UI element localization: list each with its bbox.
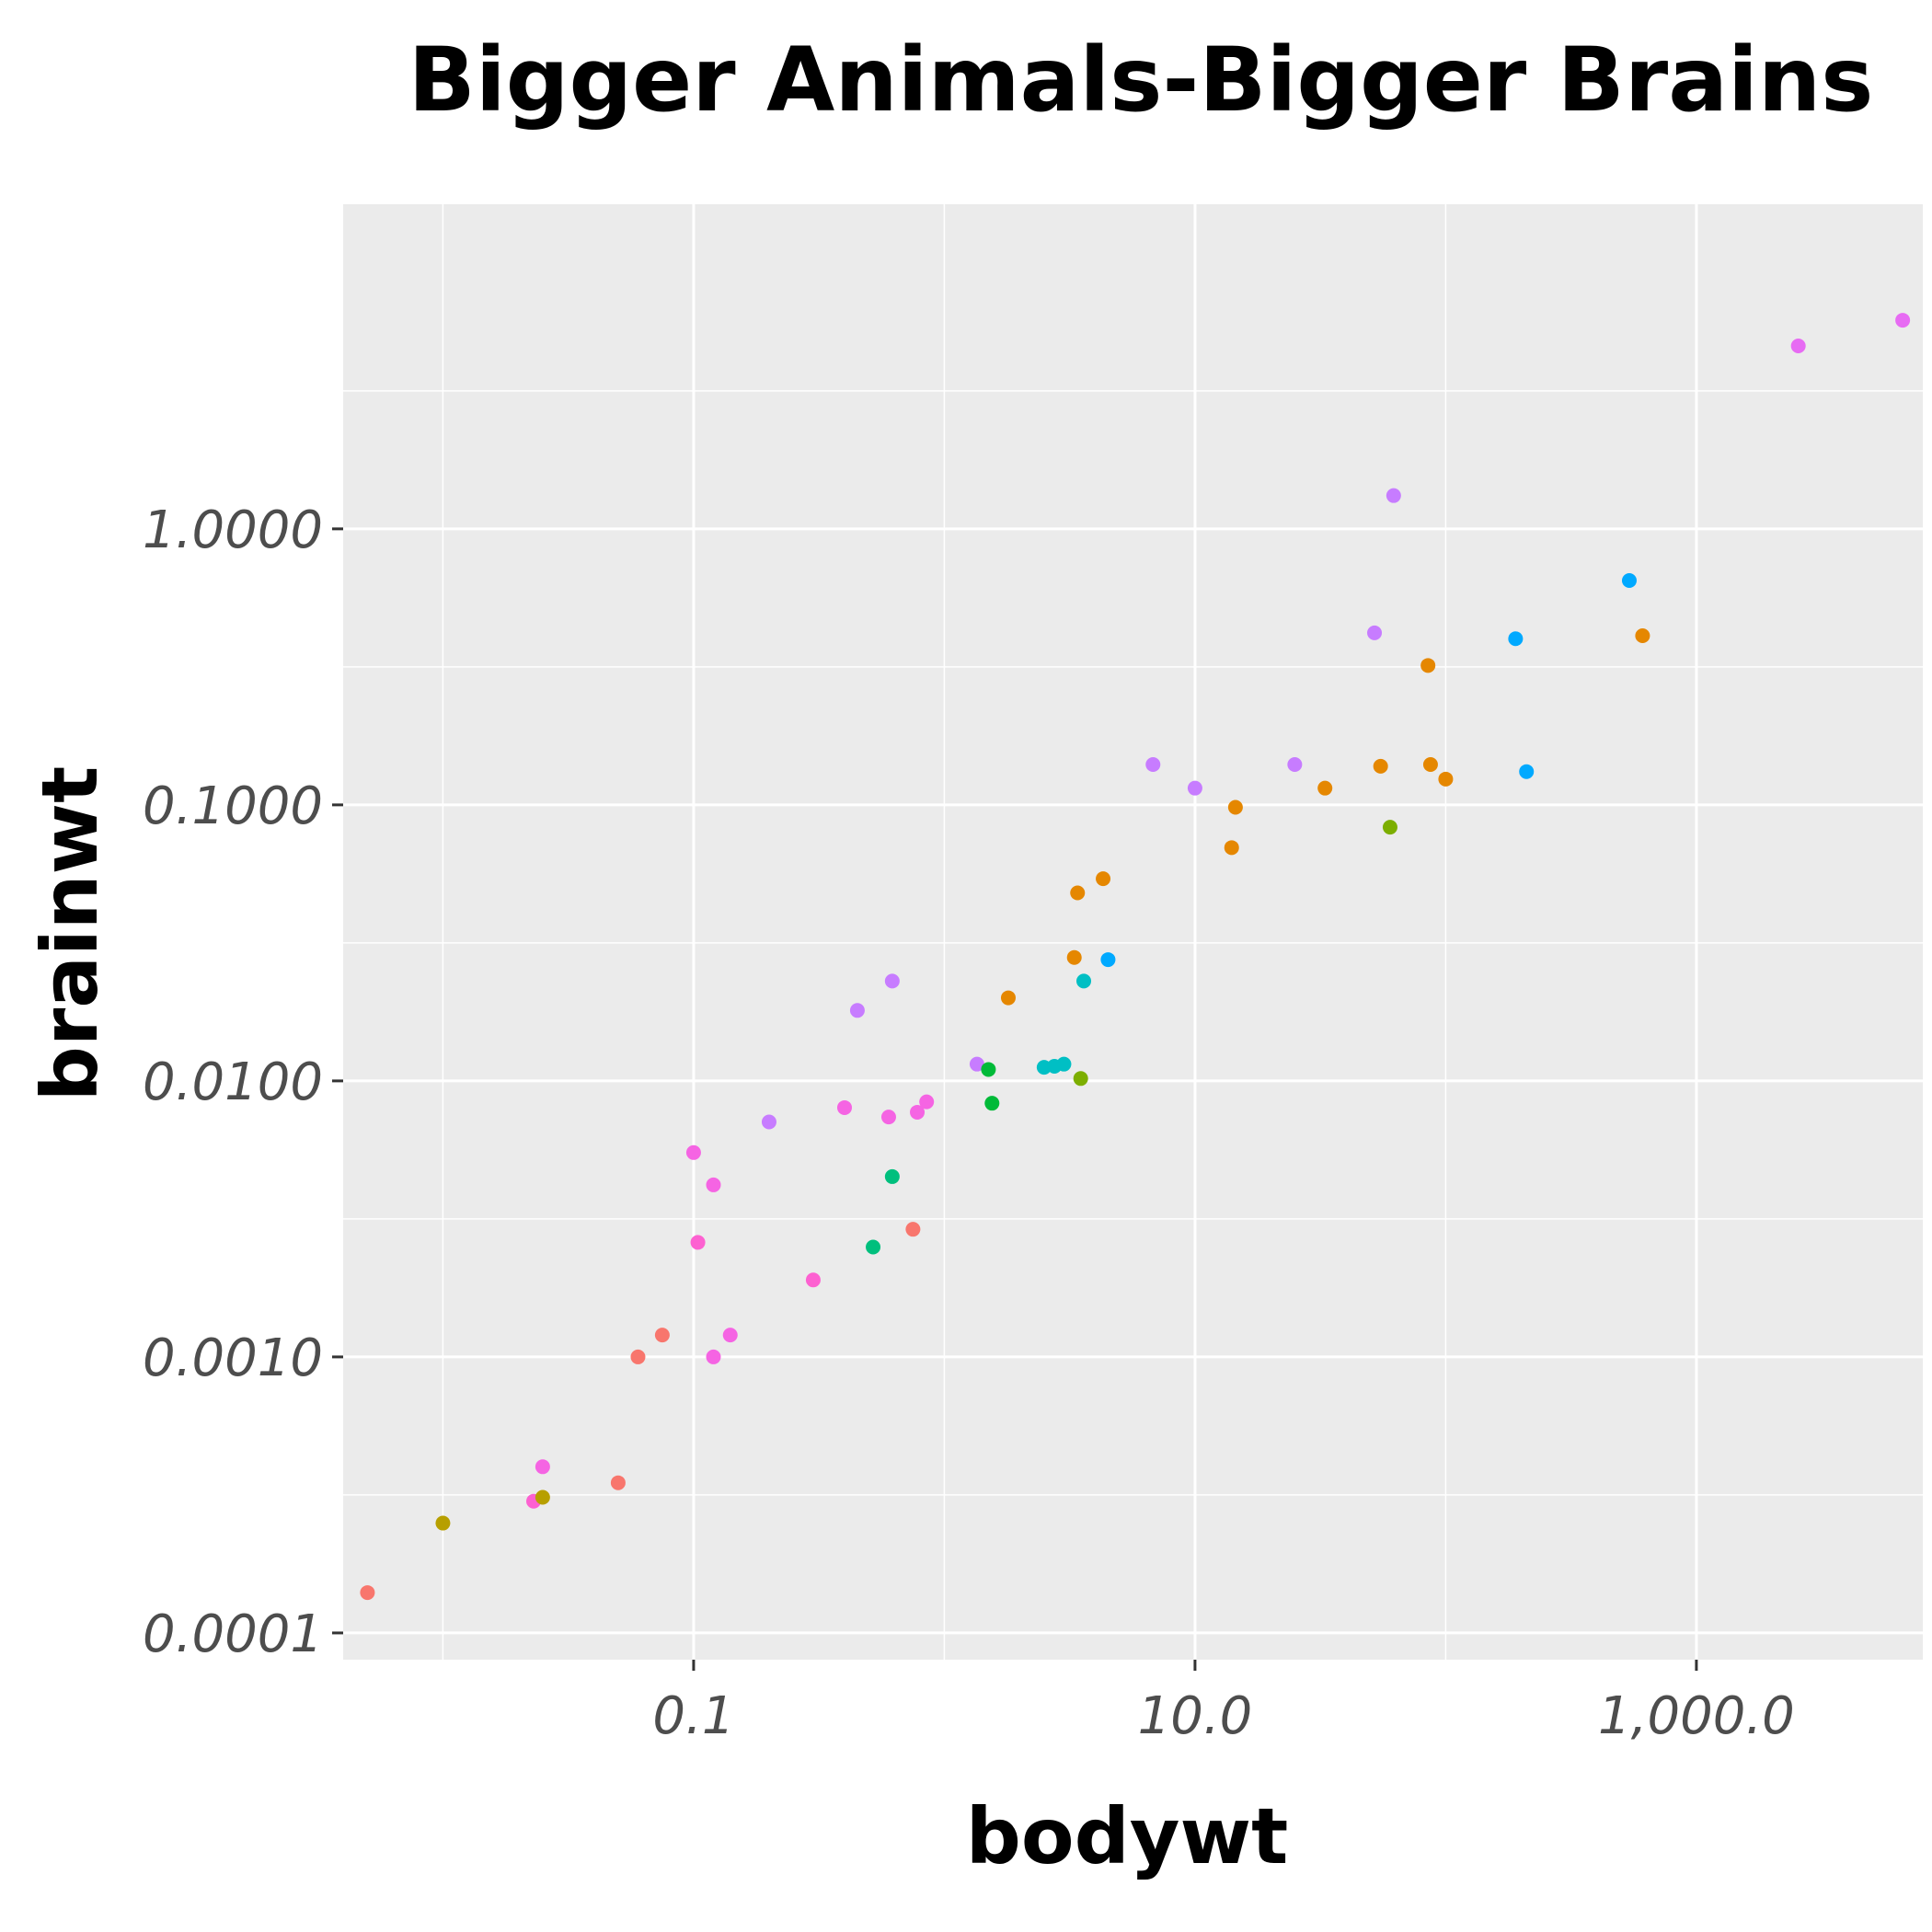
data-point [910,1104,926,1120]
data-point [1227,799,1243,815]
y-tick-label: 0.0010 [143,1328,323,1388]
data-point [1621,572,1637,588]
data-point [1000,990,1016,1006]
data-point [360,1585,375,1601]
data-point [1386,488,1401,503]
x-tick-label: 0.1 [652,1686,734,1746]
data-point [1100,952,1116,968]
x-tick-label: 10.0 [1138,1686,1253,1746]
data-point [981,1062,996,1077]
data-point [535,1459,550,1475]
data-point [984,1096,1000,1111]
y-tick-label: 0.0001 [143,1604,323,1664]
data-point [706,1177,721,1192]
data-point [1070,885,1086,901]
data-point [1056,1056,1072,1072]
x-axis-title: bodywt [966,1791,1288,1881]
data-point [1895,313,1911,328]
y-tick-label: 0.0100 [143,1052,323,1112]
data-point [761,1114,776,1130]
data-point [1076,973,1092,989]
data-point [1224,840,1239,856]
data-point [1187,780,1202,796]
grid-lines [343,204,1923,1660]
y-tick-label: 1.0000 [143,500,323,560]
data-point [1635,628,1650,644]
data-point [1438,771,1454,787]
data-point [805,1272,821,1288]
y-tick-label: 0.1000 [143,776,323,836]
data-point [1422,757,1438,773]
data-points [360,313,1911,1601]
y-axis-title: brainwt [25,766,115,1102]
data-point [1420,658,1436,673]
y-axis-ticks: 0.0001 0.0010 0.0100 0.1000 1.0000 [143,500,343,1664]
data-point [1096,871,1111,887]
x-tick-label: 1,000.0 [1598,1686,1795,1746]
data-point [722,1328,738,1343]
data-point [919,1094,935,1110]
data-point [630,1349,646,1364]
data-point [685,1144,701,1160]
data-point [866,1239,881,1255]
data-point [1790,339,1806,354]
data-point [1508,631,1524,647]
data-point [1382,820,1397,835]
data-point [1519,764,1535,779]
x-axis-ticks: 0.1 10.0 1,000.0 [652,1660,1795,1746]
data-point [435,1515,451,1531]
data-point [969,1056,984,1072]
data-point [1367,625,1383,640]
data-point [1287,757,1303,773]
data-point [884,1168,900,1184]
chart-title: Bigger Animals-Bigger Brains [408,29,1874,132]
data-point [849,1003,865,1018]
data-point [535,1489,550,1505]
data-point [905,1222,921,1237]
data-point [1066,949,1082,965]
data-point [1073,1071,1088,1087]
plot-panel [343,204,1923,1660]
data-point [880,1110,896,1125]
data-point [706,1349,721,1364]
data-point [610,1475,626,1490]
data-point [654,1328,670,1343]
data-point [690,1235,706,1250]
data-point [1145,757,1161,773]
data-point [884,973,900,989]
data-point [836,1099,852,1115]
data-point [1373,758,1388,774]
data-point [1317,780,1333,796]
